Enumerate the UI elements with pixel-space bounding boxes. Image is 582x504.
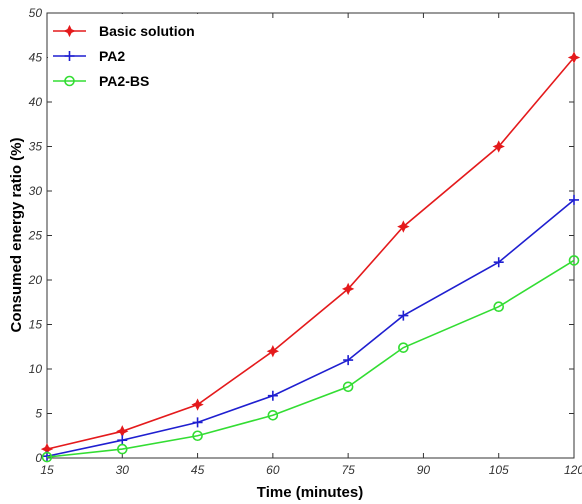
y-tick-label: 25 xyxy=(28,229,43,243)
y-tick-label: 0 xyxy=(35,451,42,465)
x-tick-label: 15 xyxy=(40,463,54,477)
legend-marker xyxy=(64,51,75,61)
x-tick-label: 105 xyxy=(489,463,509,477)
legend-entry: PA2 xyxy=(53,48,125,64)
series-3 xyxy=(41,255,580,463)
legend-entry: Basic solution xyxy=(53,23,195,39)
x-tick-label: 45 xyxy=(191,463,205,477)
legend-label: PA2 xyxy=(99,48,125,64)
data-point xyxy=(116,443,128,455)
data-point xyxy=(493,257,504,268)
legend-label: Basic solution xyxy=(99,23,195,39)
x-axis-label: Time (minutes) xyxy=(257,484,363,501)
x-tick-label: 90 xyxy=(417,463,431,477)
series-line xyxy=(46,199,575,458)
y-axis-label: Consumed energy ratio (%) xyxy=(8,137,25,332)
series-line xyxy=(46,56,575,450)
x-tick-label: 30 xyxy=(116,463,130,477)
data-point xyxy=(493,301,505,313)
data-point xyxy=(397,220,410,233)
data-point xyxy=(192,417,203,428)
y-tick-label: 20 xyxy=(28,273,43,287)
legend-label: PA2-BS xyxy=(99,73,149,89)
data-point xyxy=(342,381,354,393)
series-2 xyxy=(42,194,579,462)
x-tick-label: 75 xyxy=(341,463,355,477)
data-point xyxy=(41,451,53,463)
y-tick-label: 40 xyxy=(29,95,43,109)
legend-box xyxy=(48,14,230,96)
data-point xyxy=(398,310,409,321)
series-line xyxy=(46,259,575,458)
data-point xyxy=(192,430,203,442)
data-point xyxy=(117,435,128,446)
data-point xyxy=(267,409,279,421)
data-point xyxy=(398,342,409,353)
data-point xyxy=(567,51,581,64)
data-point xyxy=(267,390,278,401)
y-tick-label: 30 xyxy=(29,184,43,198)
y-axis-ticks: 0 5 10 15 20 25 30 35 40 45 50 xyxy=(28,6,574,465)
data-point xyxy=(343,355,354,366)
data-point xyxy=(266,345,280,358)
data-point xyxy=(492,140,505,153)
y-tick-label: 15 xyxy=(29,318,43,332)
y-tick-label: 10 xyxy=(29,362,43,376)
data-point xyxy=(569,194,579,205)
y-tick-label: 50 xyxy=(29,6,43,20)
data-point xyxy=(568,255,580,266)
series-layer xyxy=(40,51,581,463)
y-tick-label: 35 xyxy=(29,140,43,154)
x-tick-label: 120 xyxy=(564,463,582,477)
data-point xyxy=(341,282,355,296)
legend: Basic solution PA2 PA2-BS xyxy=(48,14,230,96)
y-tick-label: 45 xyxy=(29,51,43,65)
data-point xyxy=(191,398,204,411)
legend-marker xyxy=(63,24,76,38)
legend-entry: PA2-BS xyxy=(53,73,149,89)
x-tick-label: 60 xyxy=(266,463,280,477)
x-axis-ticks: 15 30 45 60 75 90 105 120 xyxy=(40,13,582,477)
legend-marker xyxy=(64,75,75,87)
y-tick-label: 5 xyxy=(35,407,42,421)
